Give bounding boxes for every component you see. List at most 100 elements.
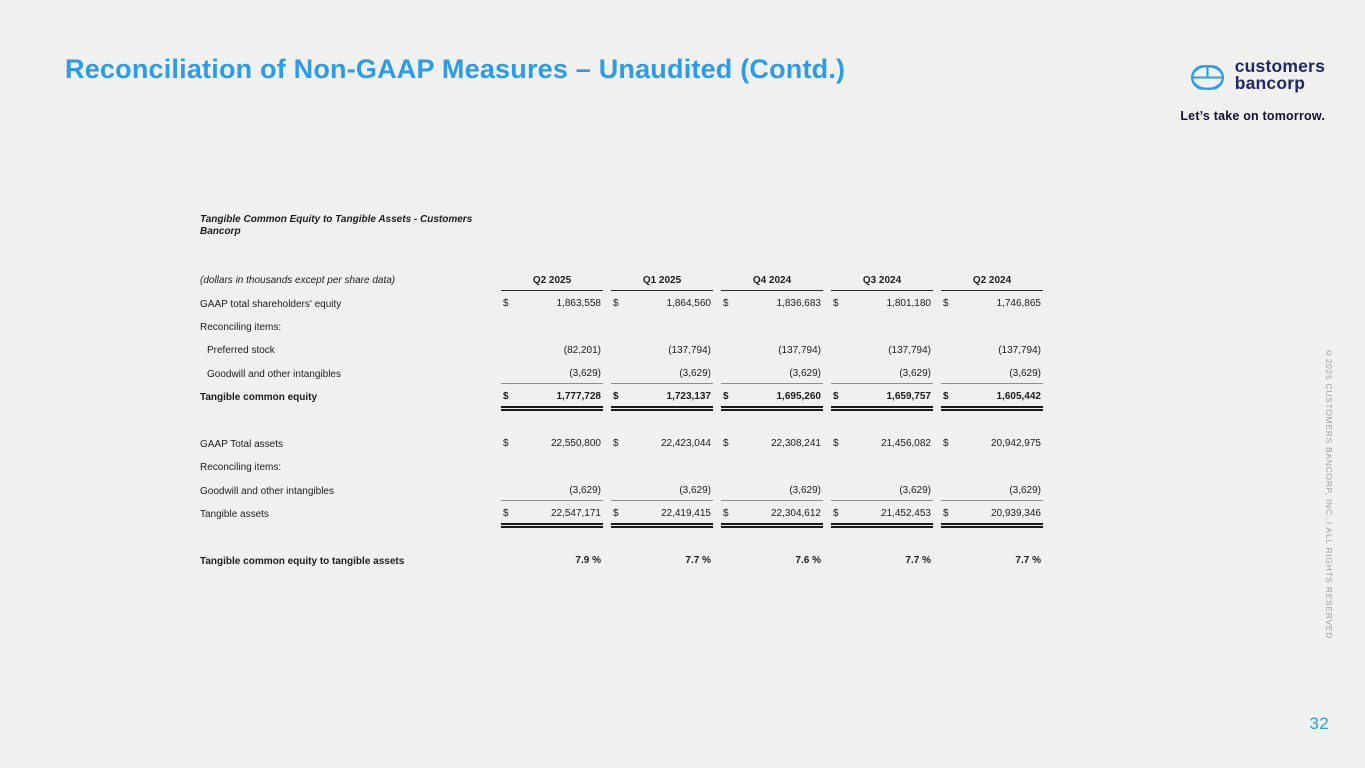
value-cell: (3,629) xyxy=(501,364,603,385)
table-row: Tangible assets $22,547,171 $22,419,415 $22… xyxy=(200,503,1048,529)
table-title: Tangible Common Equity to Tangible Asset… xyxy=(200,214,473,237)
page-number: 32 xyxy=(1309,714,1329,733)
page-title: Reconciliation of Non-GAAP Measures – Un… xyxy=(65,54,846,84)
brand-block: customers bancorp Let’s take on tomorrow… xyxy=(1165,57,1325,123)
value-cell: (137,794) xyxy=(611,341,713,360)
value-cell: $22,304,612 xyxy=(721,504,823,529)
brand-logo-row: customers bancorp xyxy=(1165,57,1325,96)
cell-value: 7.7 % xyxy=(1015,555,1041,567)
cell-value: (3,629) xyxy=(789,368,821,380)
value-cell: (3,629) xyxy=(941,481,1043,502)
row-label: Reconciling items: xyxy=(200,321,282,333)
cell-value: (137,794) xyxy=(888,344,931,356)
cell-value: 1,801,180 xyxy=(886,297,932,309)
value-cell: $22,419,415 xyxy=(611,504,713,529)
value-cell: $22,308,241 xyxy=(721,434,823,453)
currency-symbol: $ xyxy=(833,297,839,309)
row-label: Reconciling items: xyxy=(200,462,282,474)
value-cell: $21,452,453 xyxy=(831,504,933,529)
value-cell: (3,629) xyxy=(611,481,713,502)
value-cell: 7.9 % xyxy=(501,551,603,570)
cell-value: 21,452,453 xyxy=(880,508,931,520)
currency-symbol: $ xyxy=(723,508,729,520)
value-cell: (3,629) xyxy=(501,481,603,502)
currency-symbol: $ xyxy=(833,391,839,403)
currency-symbol: $ xyxy=(723,391,729,403)
cell-value: 22,308,241 xyxy=(770,438,821,450)
brand-wordmark-line2: bancorp xyxy=(1234,73,1306,93)
cell-value: 7.6 % xyxy=(795,555,821,567)
currency-symbol: $ xyxy=(613,391,619,403)
table-row: Reconciling items: xyxy=(200,456,1048,479)
cell-value: (3,629) xyxy=(899,368,931,380)
customers-bancorp-logo-icon xyxy=(1190,65,1224,90)
cell-value: 7.7 % xyxy=(685,555,711,567)
currency-symbol: $ xyxy=(503,438,509,450)
cell-value: (3,629) xyxy=(1009,368,1041,380)
table-header-row: (dollars in thousands except per share d… xyxy=(200,269,1048,292)
value-cell: $1,836,683 xyxy=(721,294,823,313)
value-cell: $22,547,171 xyxy=(501,504,603,529)
value-cell: 7.7 % xyxy=(611,551,713,570)
table-row: Preferred stock (82,201) (137,794) (137,794… xyxy=(200,339,1048,362)
cell-value: (3,629) xyxy=(679,368,711,380)
cell-value: (3,629) xyxy=(569,368,601,380)
table-row: Goodwill and other intangibles (3,629) (3,… xyxy=(200,363,1048,386)
value-cell: $1,659,757 xyxy=(831,387,933,412)
currency-symbol: $ xyxy=(503,391,509,403)
row-label: Preferred stock xyxy=(207,345,275,357)
value-cell: (3,629) xyxy=(831,364,933,385)
cell-value: 1,864,560 xyxy=(666,297,712,309)
table-row: Reconciling items: xyxy=(200,316,1048,339)
value-cell: (3,629) xyxy=(941,364,1043,385)
copyright-text: ©2025 CUSTOMERS BANCORP, INC. / ALL RIGH… xyxy=(1324,348,1334,640)
cell-value: (3,629) xyxy=(1009,485,1041,497)
column-header: Q4 2024 xyxy=(721,271,823,291)
cell-value: 1,777,728 xyxy=(556,391,602,403)
cell-value: 22,304,612 xyxy=(770,508,821,520)
row-label: GAAP total shareholders' equity xyxy=(200,298,342,310)
currency-symbol: $ xyxy=(613,297,619,309)
spacer-row xyxy=(200,409,1048,432)
value-cell: $1,723,137 xyxy=(611,387,713,412)
cell-value: 22,550,800 xyxy=(550,438,601,450)
currency-symbol: $ xyxy=(943,438,949,450)
cell-value: 1,695,260 xyxy=(776,391,822,403)
row-label: Goodwill and other intangibles xyxy=(207,368,341,380)
cell-value: (3,629) xyxy=(899,485,931,497)
value-cell: (137,794) xyxy=(721,341,823,360)
currency-symbol: $ xyxy=(943,391,949,403)
cell-value: 1,863,558 xyxy=(556,297,602,309)
currency-symbol: $ xyxy=(723,438,729,450)
value-cell: $20,939,346 xyxy=(941,504,1043,529)
cell-value: 1,723,137 xyxy=(666,391,712,403)
currency-symbol: $ xyxy=(503,297,509,309)
currency-symbol: $ xyxy=(833,438,839,450)
value-cell: 7.7 % xyxy=(941,551,1043,570)
currency-symbol: $ xyxy=(833,508,839,520)
value-cell: $1,864,560 xyxy=(611,294,713,313)
currency-symbol: $ xyxy=(613,508,619,520)
cell-value: 21,456,082 xyxy=(880,438,931,450)
value-cell: $1,695,260 xyxy=(721,387,823,412)
value-cell: $1,746,865 xyxy=(941,294,1043,313)
value-cell: (137,794) xyxy=(941,341,1043,360)
currency-symbol: $ xyxy=(943,297,949,309)
value-cell: (137,794) xyxy=(831,341,933,360)
cell-value: 22,419,415 xyxy=(660,508,711,520)
column-header: Q1 2025 xyxy=(611,271,713,291)
cell-value: 20,939,346 xyxy=(990,508,1041,520)
cell-value: (82,201) xyxy=(563,344,601,356)
cell-value: 7.7 % xyxy=(905,555,931,567)
cell-value: (137,794) xyxy=(778,344,821,356)
value-cell: $20,942,975 xyxy=(941,434,1043,453)
cell-value: (3,629) xyxy=(569,485,601,497)
reconciliation-table: (dollars in thousands except per share d… xyxy=(200,269,1048,573)
spacer-row xyxy=(200,526,1048,549)
table-note: (dollars in thousands except per share d… xyxy=(200,275,396,287)
brand-tagline: Let’s take on tomorrow. xyxy=(1180,109,1325,123)
cell-value: (3,629) xyxy=(679,485,711,497)
column-header: Q3 2024 xyxy=(831,271,933,291)
table-row: GAAP total shareholders' equity $1,863,55… xyxy=(200,292,1048,315)
